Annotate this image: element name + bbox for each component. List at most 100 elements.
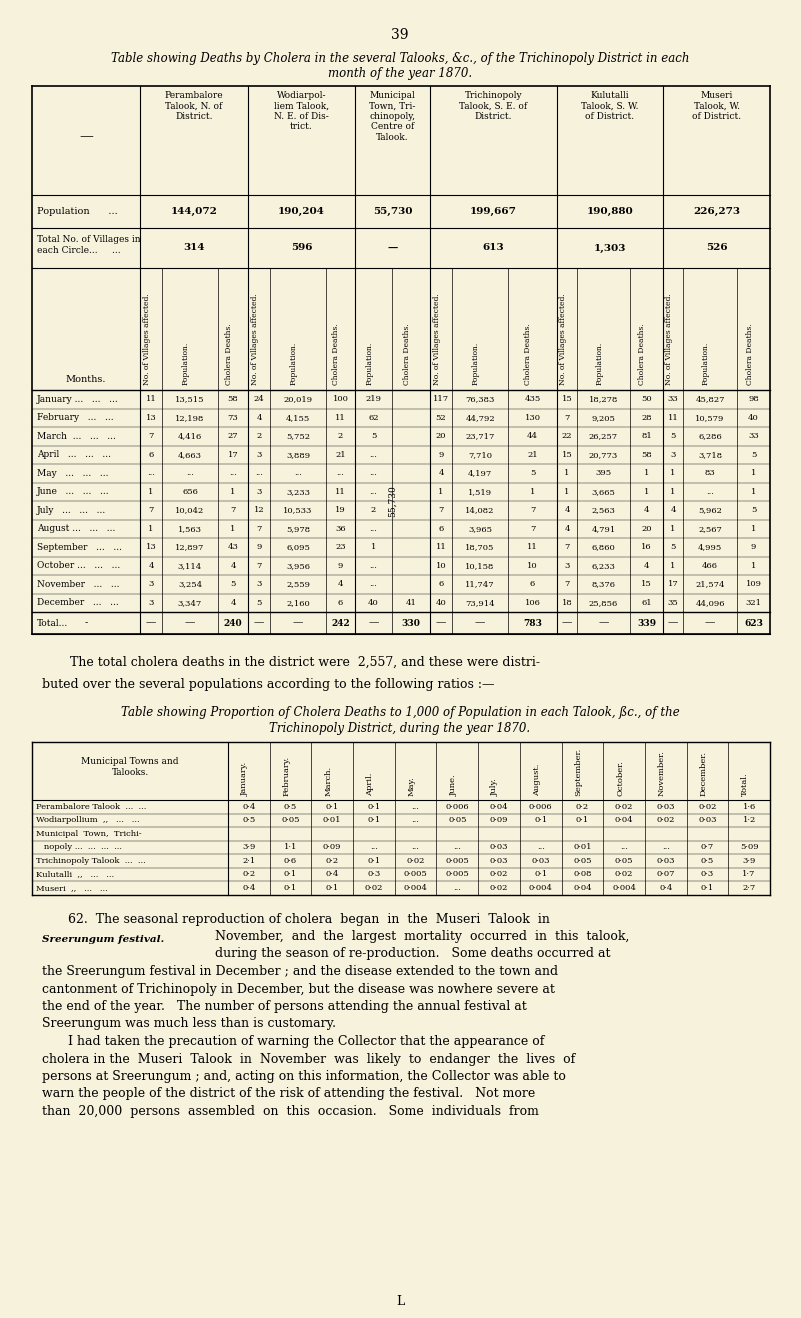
Text: 0·1: 0·1 — [325, 884, 339, 892]
Text: No. of Villages affected.: No. of Villages affected. — [251, 293, 259, 385]
Text: 4,197: 4,197 — [468, 469, 492, 477]
Text: —: — — [562, 618, 572, 627]
Text: 18,705: 18,705 — [465, 543, 495, 551]
Text: Cholera Deaths.: Cholera Deaths. — [225, 323, 233, 385]
Text: 190,204: 190,204 — [278, 207, 325, 216]
Text: Cholera Deaths.: Cholera Deaths. — [746, 323, 754, 385]
Text: Population.: Population. — [472, 341, 480, 385]
Text: Total.: Total. — [741, 772, 749, 796]
Text: 339: 339 — [637, 618, 656, 627]
Text: 1,563: 1,563 — [178, 525, 202, 532]
Text: 219: 219 — [365, 395, 381, 403]
Text: 242: 242 — [331, 618, 350, 627]
Text: 0·03: 0·03 — [657, 803, 675, 811]
Text: 4: 4 — [438, 469, 444, 477]
Text: 12,897: 12,897 — [175, 543, 205, 551]
Text: 466: 466 — [702, 561, 718, 569]
Text: 0·02: 0·02 — [490, 884, 508, 892]
Text: —: — — [368, 618, 379, 627]
Text: The total cholera deaths in the district were  2,557, and these were distri-: The total cholera deaths in the district… — [70, 656, 540, 670]
Text: 0·1: 0·1 — [534, 816, 547, 824]
Text: 12,198: 12,198 — [175, 414, 205, 422]
Text: 44: 44 — [527, 432, 538, 440]
Text: 0·02: 0·02 — [406, 857, 425, 865]
Text: 2,567: 2,567 — [698, 525, 722, 532]
Text: buted over the several populations according to the following ratios :—: buted over the several populations accor… — [42, 677, 494, 691]
Text: June   ...   ...   ...: June ... ... ... — [37, 488, 110, 497]
Text: 55,730: 55,730 — [388, 485, 397, 517]
Text: 130: 130 — [525, 414, 541, 422]
Text: 1,519: 1,519 — [468, 488, 492, 496]
Text: Museri  ,,   ...   ...: Museri ,, ... ... — [36, 884, 108, 892]
Text: March.: March. — [324, 766, 332, 796]
Text: 4: 4 — [338, 580, 344, 588]
Text: 3: 3 — [565, 561, 570, 569]
Text: 623: 623 — [744, 618, 763, 627]
Text: 4: 4 — [644, 506, 650, 514]
Text: 7: 7 — [529, 525, 535, 532]
Text: 1: 1 — [148, 525, 154, 532]
Text: 3,718: 3,718 — [698, 451, 722, 459]
Text: 4,995: 4,995 — [698, 543, 723, 551]
Text: 435: 435 — [525, 395, 541, 403]
Text: 1: 1 — [148, 488, 154, 496]
Text: Trichinopoly Talook  ...  ...: Trichinopoly Talook ... ... — [36, 857, 146, 865]
Text: 6: 6 — [148, 451, 154, 459]
Text: No. of Villages affected.: No. of Villages affected. — [559, 293, 567, 385]
Text: 0·02: 0·02 — [490, 870, 508, 878]
Text: 21: 21 — [527, 451, 537, 459]
Text: 43: 43 — [227, 543, 239, 551]
Text: May.: May. — [408, 776, 416, 796]
Text: Perambalore Talook  ...  ...: Perambalore Talook ... ... — [36, 803, 147, 811]
Text: ...: ... — [255, 469, 263, 477]
Text: June.: June. — [449, 775, 457, 796]
Text: ...: ... — [412, 803, 420, 811]
Text: 144,072: 144,072 — [171, 207, 217, 216]
Text: Trichinopoly
Talook, S. E. of
District.: Trichinopoly Talook, S. E. of District. — [460, 91, 528, 121]
Text: 1: 1 — [670, 561, 676, 569]
Text: 3,233: 3,233 — [286, 488, 310, 496]
Text: 1: 1 — [529, 488, 535, 496]
Text: 1·7: 1·7 — [743, 870, 756, 878]
Text: Municipal Towns and
Talooks.: Municipal Towns and Talooks. — [81, 758, 179, 776]
Text: Sreerungum was much less than is customary.: Sreerungum was much less than is customa… — [42, 1017, 336, 1031]
Text: 0·1: 0·1 — [325, 803, 339, 811]
Text: 10,533: 10,533 — [284, 506, 312, 514]
Text: 0·004: 0·004 — [612, 884, 636, 892]
Text: 613: 613 — [483, 244, 505, 253]
Text: 330: 330 — [401, 618, 421, 627]
Text: 55,730: 55,730 — [372, 207, 413, 216]
Text: 9: 9 — [751, 543, 756, 551]
Text: 9: 9 — [256, 543, 262, 551]
Text: —: — — [705, 618, 715, 627]
Text: 20: 20 — [642, 525, 652, 532]
Text: 5: 5 — [751, 451, 756, 459]
Text: ...: ... — [336, 469, 344, 477]
Text: 4,663: 4,663 — [178, 451, 202, 459]
Text: Population.: Population. — [595, 341, 603, 385]
Text: 4: 4 — [230, 561, 235, 569]
Text: 1: 1 — [751, 469, 756, 477]
Text: 6: 6 — [338, 598, 343, 606]
Text: July.: July. — [491, 778, 499, 796]
Text: No. of Villages affected.: No. of Villages affected. — [143, 293, 151, 385]
Text: 0·04: 0·04 — [614, 816, 634, 824]
Text: 190,880: 190,880 — [586, 207, 634, 216]
Text: 6,233: 6,233 — [592, 561, 615, 569]
Text: 321: 321 — [746, 598, 762, 606]
Text: 0·1: 0·1 — [368, 816, 380, 824]
Text: ...: ... — [369, 525, 377, 532]
Text: 27: 27 — [227, 432, 239, 440]
Text: 1: 1 — [231, 525, 235, 532]
Text: 20,019: 20,019 — [284, 395, 312, 403]
Text: 199,667: 199,667 — [470, 207, 517, 216]
Text: November.: November. — [658, 750, 666, 796]
Text: 0·02: 0·02 — [657, 816, 675, 824]
Text: 0·04: 0·04 — [573, 884, 592, 892]
Text: 0·6: 0·6 — [284, 857, 297, 865]
Text: 100: 100 — [332, 395, 348, 403]
Text: 45,827: 45,827 — [695, 395, 725, 403]
Text: ...: ... — [706, 488, 714, 496]
Text: 9: 9 — [438, 451, 444, 459]
Text: 83: 83 — [705, 469, 715, 477]
